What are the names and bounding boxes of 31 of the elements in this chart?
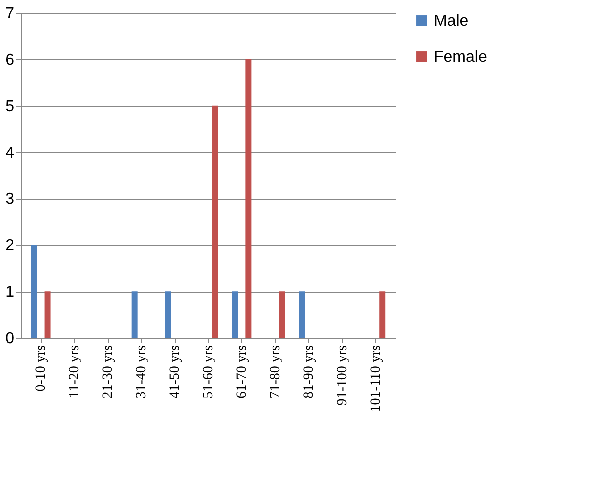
- x-tick-label: 91-100 yrs: [335, 346, 350, 406]
- y-tick-label: 2: [6, 238, 15, 255]
- y-tick-label: 4: [6, 144, 15, 162]
- bar: [165, 292, 172, 338]
- y-tick-label: 7: [6, 6, 15, 22]
- legend-label: Female: [434, 49, 488, 66]
- x-tick-label: 11-20 yrs: [68, 346, 83, 398]
- bar: [279, 292, 286, 338]
- x-tick-label: 101-110 yrs: [368, 346, 384, 412]
- y-tick-label: 0: [6, 330, 15, 348]
- x-tick-label: 31-40 yrs: [134, 346, 150, 399]
- bar: [212, 106, 218, 338]
- bar: [44, 292, 51, 338]
- x-tick-label: 21-30 yrs: [101, 346, 116, 399]
- y-tick-label: 6: [6, 52, 15, 69]
- bar: [132, 292, 138, 338]
- y-tick-label: 1: [6, 284, 15, 302]
- legend-label: Male: [434, 13, 469, 30]
- bar: [246, 59, 252, 338]
- bar: [31, 245, 38, 338]
- bar: [232, 292, 238, 338]
- bar: [380, 292, 386, 338]
- x-tick-label: 81-90 yrs: [302, 346, 317, 399]
- x-tick-label: 51-60 yrs: [202, 346, 216, 399]
- x-tick-label: 71-80 yrs: [268, 346, 284, 399]
- x-tick-label: 41-50 yrs: [168, 346, 184, 399]
- y-tick-label: 3: [6, 191, 15, 208]
- y-tick-label: 5: [6, 98, 15, 116]
- bar: [299, 292, 306, 338]
- x-tick-label: 0-10 yrs: [34, 346, 50, 392]
- x-tick-label: 61-70 yrs: [234, 346, 250, 399]
